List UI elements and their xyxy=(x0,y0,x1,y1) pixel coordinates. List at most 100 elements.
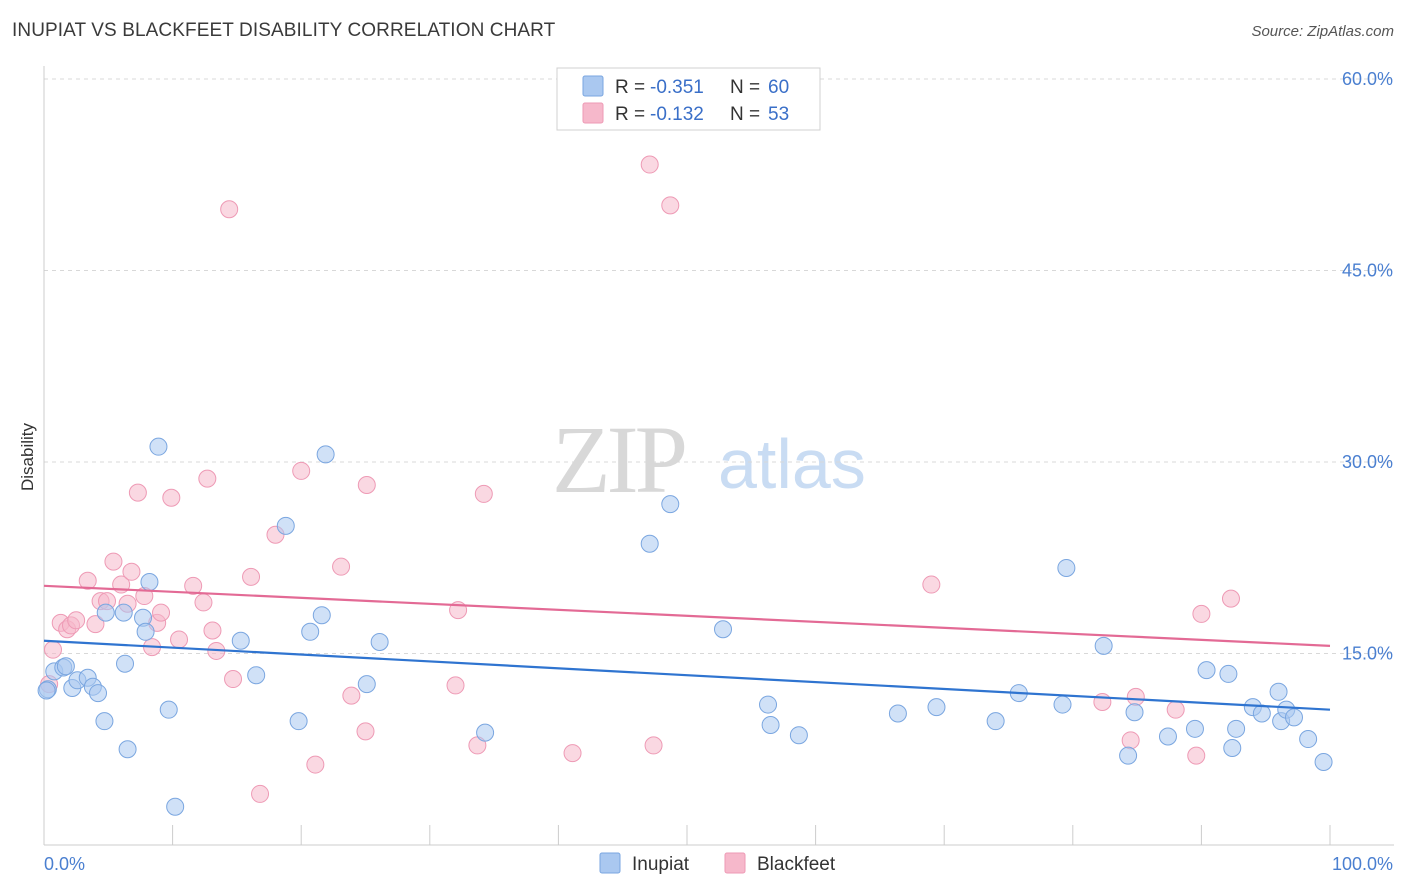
legend-r-value-blackfeet: -0.132 xyxy=(650,104,704,125)
blackfeet-point xyxy=(640,155,659,174)
inupiat-point xyxy=(1219,664,1238,683)
blackfeet-point xyxy=(446,676,465,695)
blackfeet-point xyxy=(1166,700,1185,719)
blackfeet-point xyxy=(78,571,97,590)
inupiat-point xyxy=(1227,719,1246,738)
blackfeet-point xyxy=(152,603,171,622)
inupiat-point xyxy=(56,657,75,676)
inupiat-point xyxy=(149,437,168,456)
inupiat-point xyxy=(114,603,133,622)
inupiat-point xyxy=(1094,636,1113,655)
blackfeet-point xyxy=(194,593,213,612)
watermark-atlas: atlas xyxy=(718,425,866,503)
inupiat-point xyxy=(118,740,137,759)
inupiat-point xyxy=(231,631,250,650)
blackfeet-point xyxy=(306,755,325,774)
chart-title: INUPIAT VS BLACKFEET DISABILITY CORRELAT… xyxy=(12,20,556,41)
legend-swatch-blackfeet xyxy=(582,102,604,124)
blackfeet-point xyxy=(922,575,941,594)
inupiat-points xyxy=(37,437,1333,816)
blackfeet-point xyxy=(1221,589,1240,608)
blackfeet-point xyxy=(184,576,203,595)
inupiat-point xyxy=(357,675,376,694)
x-tick-labels: 0.0% 100.0% xyxy=(44,854,1393,874)
x-tick-label-min: 0.0% xyxy=(44,854,85,874)
inupiat-point xyxy=(159,700,178,719)
blackfeet-point xyxy=(356,722,375,741)
inupiat-point xyxy=(1252,704,1271,723)
inupiat-point xyxy=(140,573,159,592)
y-tick-label: 30.0% xyxy=(1342,452,1393,472)
blackfeet-point xyxy=(1126,687,1145,706)
blackfeet-point xyxy=(162,488,181,507)
blackfeet-point xyxy=(128,483,147,502)
inupiat-point xyxy=(1223,738,1242,757)
blackfeet-point xyxy=(1121,731,1140,750)
y-tick-labels: 15.0% 30.0% 45.0% 60.0% xyxy=(1342,69,1393,664)
blackfeet-point xyxy=(1187,746,1206,765)
inupiat-point xyxy=(927,698,946,717)
y-axis-title: Disability xyxy=(18,422,37,491)
inupiat-point xyxy=(714,620,733,639)
blackfeet-point xyxy=(644,736,663,755)
blackfeet-point xyxy=(67,611,86,630)
inupiat-point xyxy=(1197,661,1216,680)
legend-n-value-inupiat: 60 xyxy=(768,77,789,98)
blackfeet-point xyxy=(198,469,217,488)
trend-lines xyxy=(43,584,1331,711)
blackfeet-point xyxy=(342,686,361,705)
bottom-legend-label-blackfeet: Blackfeet xyxy=(757,854,836,875)
inupiat-point xyxy=(301,622,320,641)
blackfeet-trend-line xyxy=(43,584,1331,647)
inupiat-point xyxy=(1314,753,1333,772)
inupiat-point xyxy=(759,695,778,714)
inupiat-point xyxy=(89,684,108,703)
axes xyxy=(43,66,1394,846)
inupiat-point xyxy=(1299,730,1318,749)
y-tick-label: 45.0% xyxy=(1342,261,1393,281)
inupiat-point xyxy=(761,715,780,734)
inupiat-point xyxy=(116,654,135,673)
inupiat-point xyxy=(661,495,680,514)
correlation-legend: R = -0.351 N = 60 R = -0.132 N = 53 xyxy=(556,67,821,131)
blackfeet-point xyxy=(563,744,582,763)
inupiat-point xyxy=(789,726,808,745)
inupiat-point xyxy=(316,445,335,464)
inupiat-point xyxy=(1269,682,1288,701)
blackfeet-point xyxy=(86,615,105,634)
inupiat-point xyxy=(276,516,295,535)
inupiat-point xyxy=(289,712,308,731)
blackfeet-point xyxy=(122,562,141,581)
inupiat-point xyxy=(247,666,266,685)
inupiat-point xyxy=(1158,727,1177,746)
blackfeet-point xyxy=(292,461,311,480)
inupiat-point xyxy=(640,534,659,553)
blackfeet-point xyxy=(224,670,243,689)
inupiat-point xyxy=(37,681,56,700)
inupiat-point xyxy=(986,712,1005,731)
inupiat-point xyxy=(1057,558,1076,577)
inupiat-point xyxy=(370,633,389,652)
inupiat-point xyxy=(95,712,114,731)
blackfeet-point xyxy=(104,552,123,571)
blackfeet-point xyxy=(220,200,239,219)
inupiat-point xyxy=(1125,703,1144,722)
x-tick-label-max: 100.0% xyxy=(1332,854,1393,874)
legend-n-label-inupiat: N = xyxy=(730,77,760,98)
bottom-legend-label-inupiat: Inupiat xyxy=(632,854,690,875)
inupiat-point xyxy=(888,704,907,723)
blackfeet-points xyxy=(40,155,1240,803)
blackfeet-point xyxy=(474,484,493,503)
blackfeet-point xyxy=(170,630,189,649)
inupiat-point xyxy=(1284,708,1303,727)
inupiat-point xyxy=(1185,719,1204,738)
series-legend: Inupiat Blackfeet xyxy=(599,852,836,875)
blackfeet-point xyxy=(203,621,222,640)
watermark-zip: ZIP xyxy=(552,406,685,513)
watermark: ZIP atlas xyxy=(552,406,866,513)
inupiat-point xyxy=(136,622,155,641)
legend-r-value-inupiat: -0.351 xyxy=(650,77,704,98)
inupiat-trend-line xyxy=(43,639,1331,711)
blackfeet-point xyxy=(357,475,376,494)
